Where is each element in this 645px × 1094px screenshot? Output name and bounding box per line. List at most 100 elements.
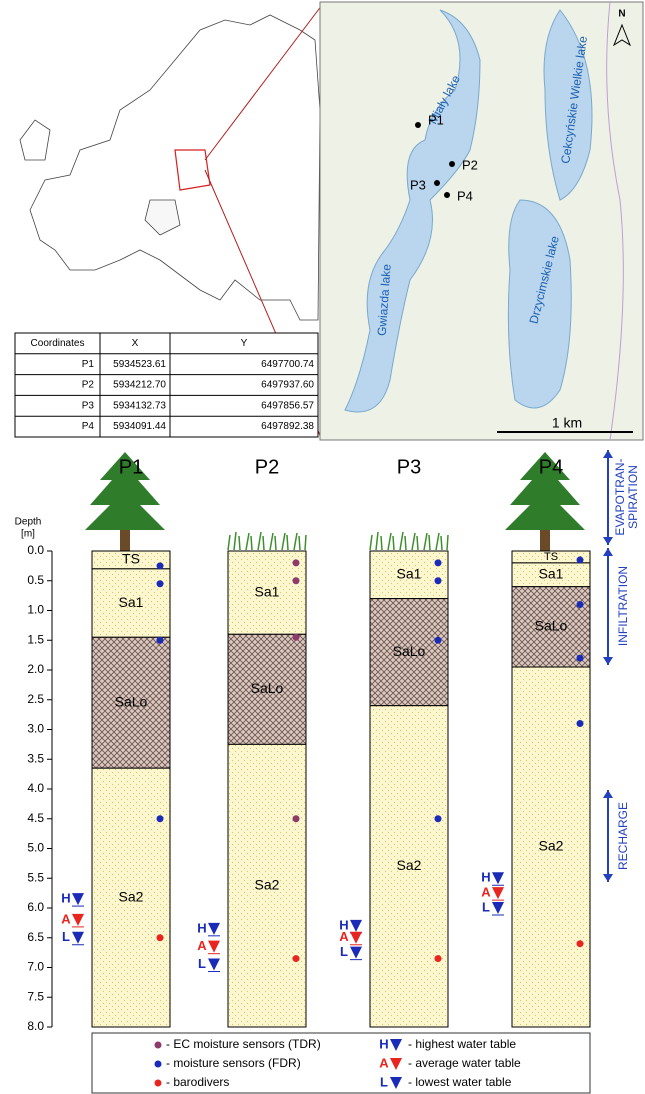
point-label: P4 (457, 188, 473, 203)
sample-point (449, 161, 455, 167)
profile-title: P1 (119, 456, 143, 478)
arrow-head (603, 657, 613, 665)
legend-letter: A (379, 1055, 389, 1070)
legend-label: - highest water table (408, 1037, 516, 1051)
sensor (434, 559, 442, 567)
layer-label: Sa2 (255, 876, 280, 892)
water-table-marker (72, 913, 84, 926)
tick-label: 6.0 (27, 900, 44, 914)
water-table-letter: H (61, 891, 70, 906)
sensor (576, 654, 584, 662)
layer-label: SaLo (115, 693, 148, 709)
sensor (292, 633, 300, 641)
arrow-head (603, 874, 613, 882)
legend-label: - EC moisture sensors (TDR) (166, 1037, 321, 1051)
point-label: P2 (462, 157, 478, 172)
zoom-line (204, 4, 323, 161)
tick-label: 1.0 (27, 603, 44, 617)
tick-label: 7.0 (27, 960, 44, 974)
legend-swatch (154, 1041, 162, 1049)
tick-label: 3.5 (27, 751, 44, 765)
arrow-head (603, 537, 613, 545)
water-table-marker (492, 872, 504, 885)
sensor (576, 940, 584, 948)
soil-layer (227, 633, 307, 745)
table-cell: P4 (82, 421, 95, 432)
tick-label: 6.5 (27, 930, 44, 944)
legend-marker (390, 1058, 402, 1070)
sensor (576, 720, 584, 728)
water-table-marker (350, 919, 362, 932)
table-cell: 6497937.60 (261, 380, 314, 391)
sensor (434, 955, 442, 963)
tick-label: 4.5 (27, 811, 44, 825)
profile-title: P4 (539, 456, 563, 478)
tick-label: 7.5 (27, 989, 44, 1003)
legend-label: - average water table (408, 1056, 521, 1070)
process-label: SPIRATION (626, 465, 640, 529)
table-frame (14, 332, 319, 438)
layer-label: TS (122, 551, 140, 567)
europe-map (19, 14, 321, 321)
soil-layer (369, 598, 449, 707)
layer-label: Sa1 (539, 566, 564, 582)
soil-layer (511, 586, 591, 668)
layer-label: Sa1 (255, 583, 280, 599)
sensor (292, 559, 300, 567)
layer-label: SaLo (251, 680, 284, 696)
tick-label: 1.5 (27, 632, 44, 646)
legend-letter: L (380, 1074, 388, 1089)
table-cell: 5934523.61 (113, 359, 166, 370)
tick-label: 2.0 (27, 662, 44, 676)
sample-point (444, 192, 450, 198)
table-cell: P1 (82, 359, 95, 370)
sensor (156, 580, 164, 588)
sensor (292, 955, 300, 963)
layer-label: Sa2 (539, 838, 564, 854)
scale-label: 1 km (552, 415, 582, 431)
axis-title: Depth (15, 517, 42, 528)
table-cell: P2 (82, 380, 95, 391)
tick-label: 0.0 (27, 543, 44, 557)
water-table-letter: A (197, 938, 207, 953)
legend-marker (390, 1039, 402, 1051)
table-header: X (132, 338, 139, 349)
water-table-marker (492, 887, 504, 900)
soil-layer (227, 550, 307, 635)
layer-label: SaLo (393, 643, 426, 659)
water-table-marker (350, 931, 362, 944)
north-arrow (612, 23, 632, 47)
sample-point (415, 122, 421, 128)
soil-layer (91, 767, 171, 1028)
water-table-letter: A (481, 885, 491, 900)
water-table-marker (72, 893, 84, 906)
water-table-marker (350, 946, 362, 959)
layer-label: Sa1 (397, 566, 422, 582)
grass (227, 531, 449, 551)
arrow-head (603, 790, 613, 798)
point-label: P3 (410, 177, 426, 192)
sensor (156, 815, 164, 823)
water-table-letter: L (198, 956, 206, 971)
tick-label: 2.5 (27, 692, 44, 706)
water-table-letter: A (339, 929, 349, 944)
axis-title: [m] (21, 529, 35, 540)
water-table-letter: A (61, 911, 71, 926)
sensor (434, 636, 442, 644)
sensor (156, 562, 164, 570)
water-table-letter: L (482, 899, 490, 914)
sensor (292, 815, 300, 823)
tick-label: 0.5 (27, 573, 44, 587)
profile-title: P3 (397, 456, 421, 478)
arrow-head (603, 548, 613, 556)
table-cell: 6497700.74 (261, 359, 314, 370)
soil-layer (91, 568, 171, 638)
sample-point (434, 180, 440, 186)
sensor (292, 577, 300, 585)
local-map (319, 1, 644, 441)
profile-title: P2 (255, 456, 279, 478)
water-table-letter: L (62, 929, 70, 944)
layer-label: TS (544, 551, 558, 563)
arrow-head (603, 450, 613, 458)
